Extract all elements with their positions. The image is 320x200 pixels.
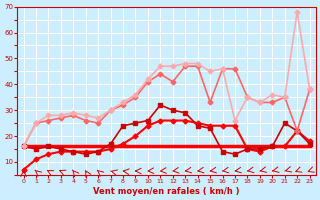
X-axis label: Vent moyen/en rafales ( km/h ): Vent moyen/en rafales ( km/h ): [93, 187, 240, 196]
